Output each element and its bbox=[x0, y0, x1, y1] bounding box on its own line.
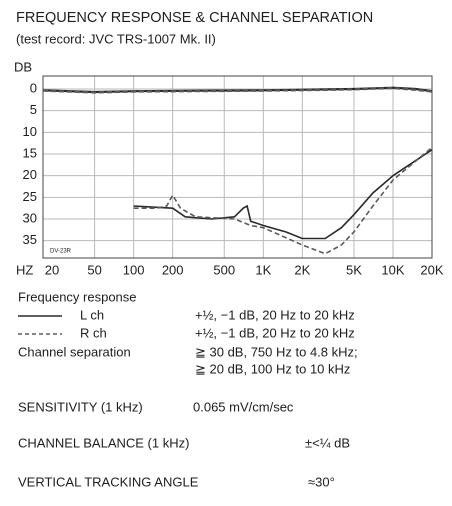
legend-label: L ch bbox=[80, 307, 104, 322]
legend-label: R ch bbox=[80, 325, 107, 340]
chart-subtitle: (test record: JVC TRS-1007 Mk. II) bbox=[16, 31, 216, 46]
x-tick-label: 1K bbox=[255, 262, 271, 277]
chart-note: DV-23R bbox=[50, 249, 72, 255]
y-tick-label: 5 bbox=[30, 102, 37, 117]
y-tick-label: 20 bbox=[23, 167, 37, 182]
y-tick-label: 0 bbox=[30, 80, 37, 95]
x-tick-label: 50 bbox=[87, 262, 101, 277]
chart-title: FREQUENCY RESPONSE & CHANNEL SEPARATION bbox=[16, 10, 373, 26]
separation-line bbox=[133, 149, 433, 240]
y-tick-label: 35 bbox=[23, 232, 37, 247]
x-tick-label: 500 bbox=[213, 262, 235, 277]
x-axis-label: HZ bbox=[16, 262, 33, 277]
legend-spec: +½, −1 dB, 20 Hz to 20 kHz bbox=[195, 325, 355, 340]
spec-label: CHANNEL BALANCE (1 kHz) bbox=[18, 435, 189, 450]
separation-label: Channel separation bbox=[18, 344, 131, 359]
spec-label: SENSITIVITY (1 kHz) bbox=[18, 399, 143, 414]
spec-value: ≈30° bbox=[308, 474, 335, 489]
y-tick-label: 30 bbox=[23, 210, 37, 225]
spec-value: 0.065 mV/cm/sec bbox=[193, 399, 294, 414]
x-tick-label: 2K bbox=[294, 262, 310, 277]
y-axis-label: DB bbox=[14, 59, 32, 74]
x-tick-label: 10K bbox=[381, 262, 404, 277]
x-tick-label: 20 bbox=[45, 262, 59, 277]
x-tick-label: 5K bbox=[346, 262, 362, 277]
spec-label: VERTICAL TRACKING ANGLE bbox=[18, 474, 199, 489]
separation-spec: ≧ 20 dB, 100 Hz to 10 kHz bbox=[195, 361, 350, 376]
y-tick-label: 10 bbox=[23, 124, 37, 139]
spec-value: ±<¼ dB bbox=[305, 435, 350, 450]
x-tick-label: 100 bbox=[123, 262, 145, 277]
x-tick-label: 200 bbox=[162, 262, 184, 277]
separation-line bbox=[133, 146, 433, 255]
response-line bbox=[42, 86, 433, 94]
x-tick-label: 20K bbox=[420, 262, 443, 277]
y-tick-label: 25 bbox=[23, 189, 37, 204]
plot-frame bbox=[42, 75, 433, 259]
legend-spec: +½, −1 dB, 20 Hz to 20 kHz bbox=[195, 307, 355, 322]
legend-title: Frequency response bbox=[18, 289, 137, 304]
separation-spec: ≧ 30 dB, 750 Hz to 4.8 kHz; bbox=[195, 344, 358, 359]
y-tick-label: 15 bbox=[23, 145, 37, 160]
